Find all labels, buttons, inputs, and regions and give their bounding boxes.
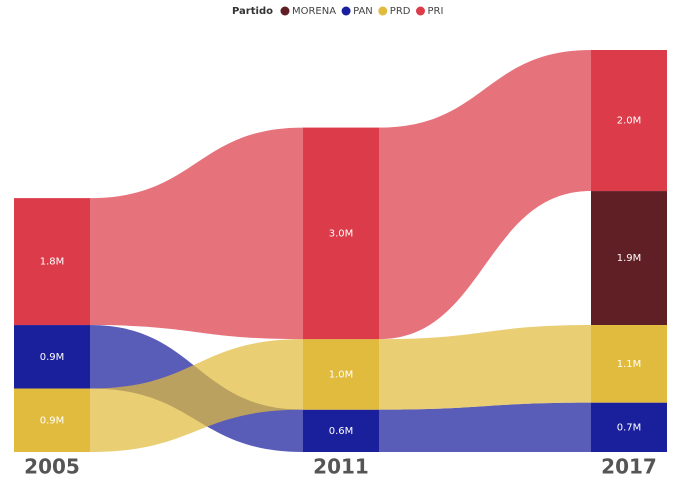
ribbon xyxy=(379,50,591,340)
data-label: 0.9M xyxy=(40,415,65,426)
ribbon xyxy=(379,325,591,410)
bar-segment xyxy=(14,198,90,326)
bar-segment xyxy=(14,325,90,389)
bar-segment xyxy=(591,402,667,452)
data-label: 0.9M xyxy=(40,352,65,363)
ribbon xyxy=(379,402,591,452)
bar-segment xyxy=(303,409,379,452)
bar-segment xyxy=(591,325,667,403)
x-tick-label: 2011 xyxy=(313,455,369,479)
legend-swatch xyxy=(341,6,351,16)
ribbon xyxy=(90,339,303,452)
data-label: 0.6M xyxy=(329,426,354,437)
data-label: 1.9M xyxy=(617,253,642,264)
legend-title: Partido xyxy=(232,6,273,17)
legend-label: MORENA xyxy=(292,6,336,17)
bar-segment xyxy=(591,50,667,192)
data-label: 2.0M xyxy=(617,116,642,127)
data-label: 1.0M xyxy=(329,369,354,380)
bar-segment xyxy=(303,339,379,410)
legend-swatch xyxy=(415,6,425,16)
ribbon xyxy=(90,127,303,340)
bar-segment xyxy=(591,191,667,326)
bar-segment xyxy=(303,127,379,340)
legend-swatch xyxy=(378,6,388,16)
legend-label: PRD xyxy=(390,6,411,17)
data-label: 1.1M xyxy=(617,359,642,370)
legend-label: PRI xyxy=(427,6,443,17)
bar-segment xyxy=(14,388,90,452)
x-tick-label: 2017 xyxy=(601,455,657,479)
legend-swatch xyxy=(280,6,290,16)
data-label: 1.8M xyxy=(40,257,65,268)
x-tick-label: 2005 xyxy=(24,455,80,479)
data-label: 0.7M xyxy=(617,422,642,433)
legend-label: PAN xyxy=(353,6,373,17)
data-label: 3.0M xyxy=(329,228,354,239)
